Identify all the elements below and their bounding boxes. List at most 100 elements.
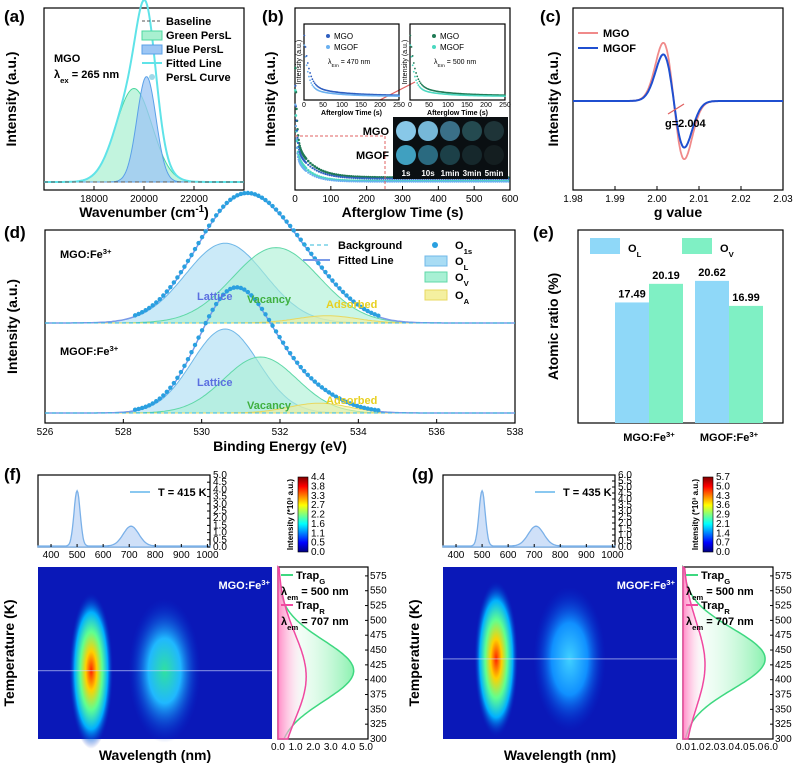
y-axis-label: Intensity (a.u.) xyxy=(4,279,20,374)
inset2-point xyxy=(412,70,415,73)
blue-decay-point xyxy=(295,119,298,122)
xps-data-point xyxy=(192,246,198,252)
x-tick-label: 1.98 xyxy=(563,194,583,205)
blue-decay-point xyxy=(403,180,407,183)
trap-y-tick-label: 475 xyxy=(775,630,792,641)
xps-data-point xyxy=(302,242,307,247)
trap-x-tick-label: 5.0 xyxy=(749,742,763,753)
blue-decay-point xyxy=(339,179,342,183)
inset1-point xyxy=(312,80,315,83)
y-axis-label: Temperature (K) xyxy=(406,599,422,706)
legend-mgo: MGO xyxy=(603,28,630,40)
inset-legend-swatch xyxy=(326,34,330,38)
trap-y-tick-label: 550 xyxy=(775,586,792,597)
blue-decay-point xyxy=(406,180,409,183)
blue-decay-point xyxy=(373,180,377,183)
trap-y-tick-label: 425 xyxy=(775,660,792,671)
blue-decay-point xyxy=(358,177,361,180)
blue-decay-point xyxy=(369,177,372,180)
blue-decay-point xyxy=(337,179,340,182)
inset-tick: 250 xyxy=(499,102,511,109)
blue-decay-point xyxy=(375,177,379,180)
xps-data-point xyxy=(150,303,155,308)
xps-data-point xyxy=(319,385,325,390)
xps-data-point xyxy=(277,334,282,340)
xps-data-point xyxy=(326,274,332,279)
xps-data-point xyxy=(235,193,240,198)
legend-trapg: TrapG xyxy=(296,570,325,586)
blue-decay-point xyxy=(335,179,338,182)
panel-label: (f) xyxy=(4,465,21,484)
blue-decay-point xyxy=(378,180,381,183)
temperature-legend: T = 415 K xyxy=(158,487,207,499)
trap-x-tick-label: 1.0 xyxy=(289,742,303,753)
blue-decay-point xyxy=(332,179,336,182)
blue-decay-point xyxy=(330,174,334,177)
x-tick-label: 530 xyxy=(193,427,210,438)
legend-fit: Fitted Line xyxy=(166,58,222,70)
text-segment: Wavenumber (cm xyxy=(79,204,195,220)
top-x-tick-label: 800 xyxy=(147,550,164,561)
top-x-tick-label: 1000 xyxy=(196,550,219,561)
inset2-point xyxy=(417,78,420,81)
blue-decay-point xyxy=(356,180,359,183)
blue-decay-point xyxy=(343,180,346,183)
xps-data-point xyxy=(139,310,145,315)
xps-data-point xyxy=(369,310,374,315)
blue-decay-point xyxy=(363,177,366,180)
text-segment: G xyxy=(319,577,325,586)
top-x-tick-label: 1000 xyxy=(601,550,624,561)
trap-y-tick-label: 450 xyxy=(775,645,792,656)
xps-data-point xyxy=(132,313,138,318)
colorbar xyxy=(297,476,309,553)
xps-data-point xyxy=(340,289,346,295)
inset2-point xyxy=(418,85,421,88)
xps-data-point xyxy=(284,345,289,351)
blue-decay-point xyxy=(446,180,450,183)
blue-decay-point xyxy=(414,180,417,183)
x-tick-label: 536 xyxy=(428,427,445,438)
xps-data-point xyxy=(238,191,244,197)
xps-data-point xyxy=(143,404,148,409)
blue-decay-point xyxy=(477,180,480,183)
colorbar-tick-label: 1.6 xyxy=(311,519,325,530)
inset-legend: MGOF xyxy=(334,43,358,52)
xps-data-point xyxy=(347,296,353,301)
mgo-decay-point xyxy=(306,159,310,163)
spectrum-label: MGO:Fe3+ xyxy=(60,247,112,262)
trap-x-tick-label: 6.0 xyxy=(764,742,778,753)
legend-ov: OV xyxy=(455,272,470,288)
xps-data-point xyxy=(245,190,251,196)
y-axis-label: Intensity (a.u.) xyxy=(262,52,278,147)
legend-ov-swatch xyxy=(424,271,448,283)
xps-data-point xyxy=(263,197,268,203)
blue-decay-point xyxy=(461,180,465,183)
trap-y-tick-label: 525 xyxy=(370,601,387,612)
blue-decay-point xyxy=(416,180,420,183)
xps-data-point xyxy=(231,285,236,290)
xps-data-point xyxy=(199,234,205,240)
text-segment: O xyxy=(455,256,464,268)
trap-red-curve xyxy=(277,565,307,740)
text-segment: Em xyxy=(332,63,339,69)
inset1-point xyxy=(303,44,306,47)
excitation-label: λex = 265 nm xyxy=(54,69,119,85)
xps-data-point xyxy=(273,329,279,334)
text-segment: MGO:Fe xyxy=(218,580,261,592)
legend-trapr-lambda: λem = 707 nm xyxy=(686,616,754,632)
inset-legend-swatch xyxy=(432,34,436,38)
trap-y-tick-label: 400 xyxy=(370,675,387,686)
blue-decay-point xyxy=(449,180,452,183)
xps-data-point xyxy=(298,364,303,370)
top-y-tick-label: 3.5 xyxy=(618,500,632,511)
xps-data-point xyxy=(185,258,191,264)
mgo-decay-point xyxy=(294,66,297,70)
xps-data-point xyxy=(376,313,381,318)
blue-decay-point xyxy=(395,180,398,183)
blue-decay-point xyxy=(317,176,321,179)
mgo-decay-point xyxy=(328,171,332,175)
blue-decay-point xyxy=(295,138,298,141)
mgo-decay-point xyxy=(326,171,329,174)
xps-data-point xyxy=(228,197,233,203)
top-spectrum-area xyxy=(442,489,616,548)
